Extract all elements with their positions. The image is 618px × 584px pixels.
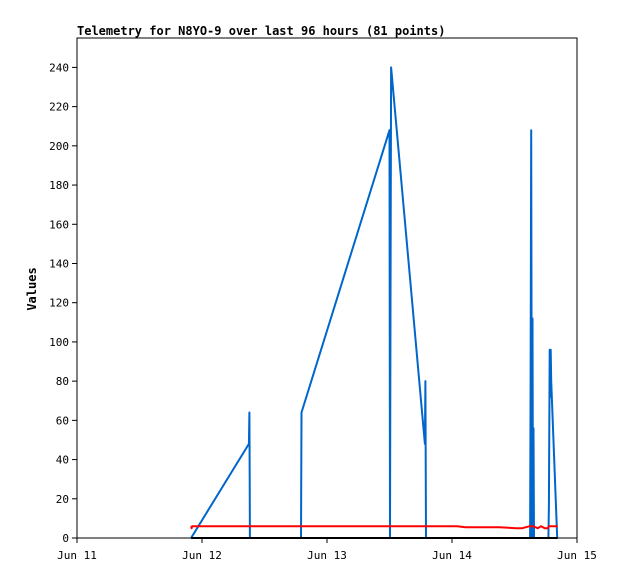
y-tick-label: 180 bbox=[49, 179, 69, 192]
y-tick-label: 160 bbox=[49, 218, 69, 231]
series-line-2 bbox=[190, 525, 558, 530]
x-tick-label: Jun 11 bbox=[57, 549, 97, 562]
y-tick-label: 0 bbox=[62, 532, 69, 545]
chart-title: Telemetry for N8YO-9 over last 96 hours … bbox=[77, 24, 445, 38]
y-tick-label: 200 bbox=[49, 140, 69, 153]
y-tick-label: 60 bbox=[56, 414, 69, 427]
y-tick-label: 120 bbox=[49, 297, 69, 310]
x-tick-label: Jun 12 bbox=[182, 549, 222, 562]
x-axis: Jun 11 Jun 12 Jun 13 Jun 14 Jun 15 bbox=[57, 538, 597, 562]
y-tick-label: 20 bbox=[56, 493, 69, 506]
y-tick-label: 220 bbox=[49, 101, 69, 114]
x-tick-label: Jun 13 bbox=[307, 549, 347, 562]
y-tick-label: 140 bbox=[49, 257, 69, 270]
series-layer bbox=[190, 66, 559, 539]
y-tick-label: 100 bbox=[49, 336, 69, 349]
y-tick-label: 40 bbox=[56, 454, 69, 467]
y-axis-label: Values bbox=[25, 267, 39, 310]
y-tick-label: 240 bbox=[49, 61, 69, 74]
x-tick-label: Jun 15 bbox=[557, 549, 597, 562]
y-tick-label: 80 bbox=[56, 375, 69, 388]
y-axis: 0 20 40 60 80 100 120 140 160 180 200 220 240 bbox=[49, 61, 77, 545]
x-tick-label: Jun 14 bbox=[432, 549, 472, 562]
plot-area bbox=[76, 37, 578, 539]
